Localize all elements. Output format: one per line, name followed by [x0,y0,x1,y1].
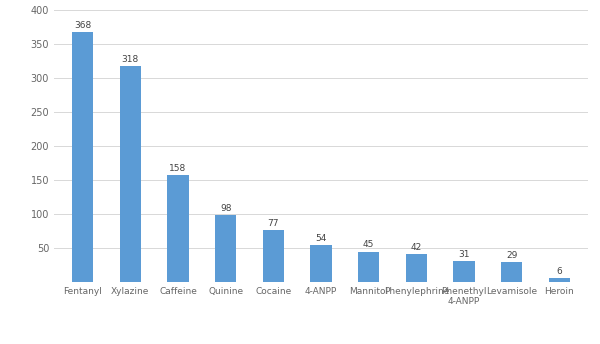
Bar [215,215,236,282]
Text: 158: 158 [169,164,187,173]
Bar [358,251,379,282]
Bar [310,245,332,282]
Text: 77: 77 [268,219,279,228]
Bar [501,262,523,282]
Text: 29: 29 [506,251,517,260]
Text: 31: 31 [458,250,470,259]
Text: 6: 6 [557,267,562,276]
Bar [263,230,284,282]
Bar [454,261,475,282]
Text: 368: 368 [74,21,91,30]
Text: 54: 54 [316,234,326,243]
Text: 98: 98 [220,204,232,214]
Bar [72,32,94,282]
Bar [167,175,188,282]
Text: 318: 318 [122,55,139,64]
Text: 42: 42 [411,243,422,251]
Bar [548,278,570,282]
Bar [406,254,427,282]
Bar [119,66,141,282]
Text: 45: 45 [363,240,374,249]
